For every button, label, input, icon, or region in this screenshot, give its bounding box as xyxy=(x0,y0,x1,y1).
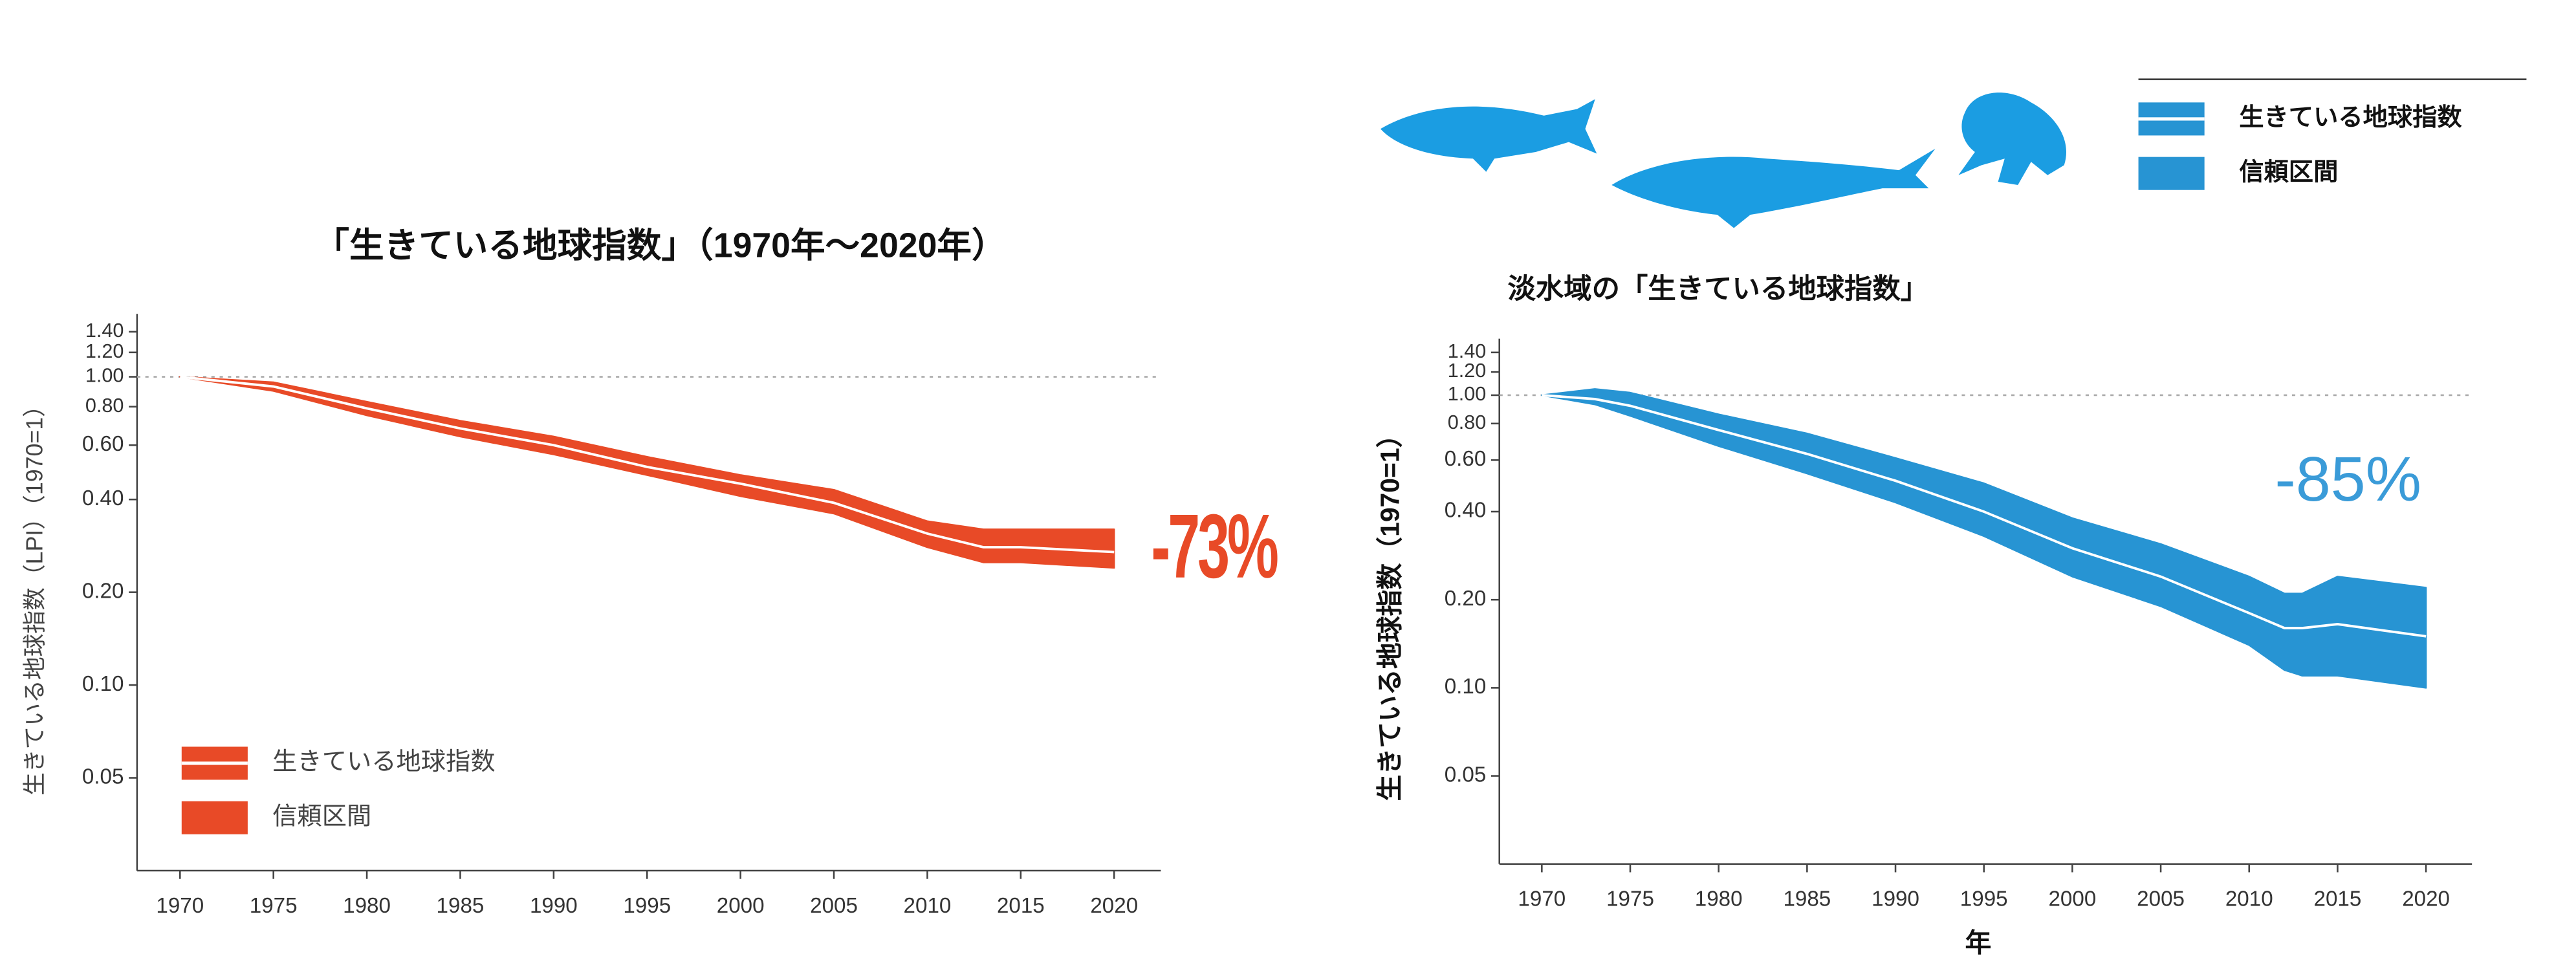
x-tick-label: 1980 xyxy=(1695,887,1743,911)
y-tick-label: 0.60 xyxy=(82,432,124,456)
y-tick-label: 1.40 xyxy=(85,320,124,342)
x-tick-label: 2010 xyxy=(904,894,952,918)
y-tick-label: 0.05 xyxy=(82,765,124,788)
y-tick-label: 0.40 xyxy=(1445,499,1487,523)
legend-label: 信頼区間 xyxy=(2239,158,2338,186)
legend-label: 生きている地球指数 xyxy=(272,748,495,776)
sturgeon-icon xyxy=(1611,148,1936,228)
legend-swatch-band xyxy=(181,801,248,834)
x-tick-label: 1975 xyxy=(250,894,298,918)
chart-title: 「生きている地球指数」（1970年～2020年） xyxy=(314,226,1006,265)
y-tick-label: 0.80 xyxy=(1448,411,1487,433)
legend-swatch-line-gap xyxy=(2138,117,2205,121)
chart-title: 淡水域の「生きている地球指数」 xyxy=(1507,274,1928,305)
index-line xyxy=(1542,394,2427,638)
y-tick-label: 1.20 xyxy=(85,340,124,362)
x-tick-label: 2020 xyxy=(2402,887,2450,911)
y-tick-label: 0.80 xyxy=(85,395,124,417)
y-tick-label: 0.05 xyxy=(1445,763,1487,787)
legend-label: 生きている地球指数 xyxy=(2239,103,2462,131)
x-tick-label: 2015 xyxy=(2314,887,2362,911)
chart: 淡水域の「生きている地球指数」生きている地球指数（1970=1） 年 0.05 0.1… xyxy=(1375,102,2472,958)
x-tick-label: 2005 xyxy=(2137,887,2185,911)
x-tick-label: 1990 xyxy=(530,894,578,918)
index-line xyxy=(180,375,1115,554)
x-tick-label: 2000 xyxy=(2048,887,2096,911)
y-tick-label: 0.10 xyxy=(82,672,124,696)
y-tick-label: 1.40 xyxy=(1448,340,1487,362)
x-tick-label: 1990 xyxy=(1872,887,1919,911)
x-tick-label: 2005 xyxy=(810,894,858,918)
x-tick-label: 2010 xyxy=(2225,887,2273,911)
x-tick-label: 1980 xyxy=(343,894,391,918)
confidence-band xyxy=(179,376,1115,569)
x-tick-label: 1970 xyxy=(1518,887,1566,911)
y-tick-label: 1.20 xyxy=(1448,360,1487,382)
x-tick-label: 1985 xyxy=(437,894,485,918)
y-tick-label: 0.20 xyxy=(1445,587,1487,611)
x-tick-label: 1995 xyxy=(623,894,671,918)
y-axis-title: 生きている地球指数（1970=1） xyxy=(1375,422,1405,801)
y-tick-label: 1.00 xyxy=(85,365,124,387)
confidence-band xyxy=(1541,388,2427,689)
y-tick-label: 0.60 xyxy=(1445,447,1487,471)
x-tick-label: 1970 xyxy=(156,894,204,918)
x-tick-label: 2000 xyxy=(717,894,765,918)
x-tick-label: 1975 xyxy=(1606,887,1654,911)
salmon-icon xyxy=(1380,99,1597,172)
x-tick-label: 2015 xyxy=(997,894,1045,918)
y-tick-label: 0.40 xyxy=(82,486,124,510)
legend-swatch-band xyxy=(2138,157,2205,190)
chart: 「生きている地球指数」（1970年～2020年） 生きている地球指数（LPI）（1… xyxy=(22,226,1280,918)
x-tick-label: 1985 xyxy=(1783,887,1831,911)
y-tick-label: 0.20 xyxy=(82,579,124,603)
x-axis-title: 年 xyxy=(1965,928,1992,958)
animal-silhouettes xyxy=(1380,92,2067,228)
legend-swatch-line-gap xyxy=(181,761,248,765)
x-tick-label: 1995 xyxy=(1960,887,2008,911)
change-annotation: -73% xyxy=(1151,495,1277,596)
y-axis-title: 生きている地球指数（LPI）（1970=1） xyxy=(22,394,48,796)
change-annotation: -85% xyxy=(2275,444,2421,514)
legend-label: 信頼区間 xyxy=(272,802,371,830)
y-tick-label: 0.10 xyxy=(1445,675,1487,699)
x-tick-label: 2020 xyxy=(1090,894,1138,918)
frog-icon xyxy=(1958,92,2067,186)
y-tick-label: 1.00 xyxy=(1448,383,1487,405)
